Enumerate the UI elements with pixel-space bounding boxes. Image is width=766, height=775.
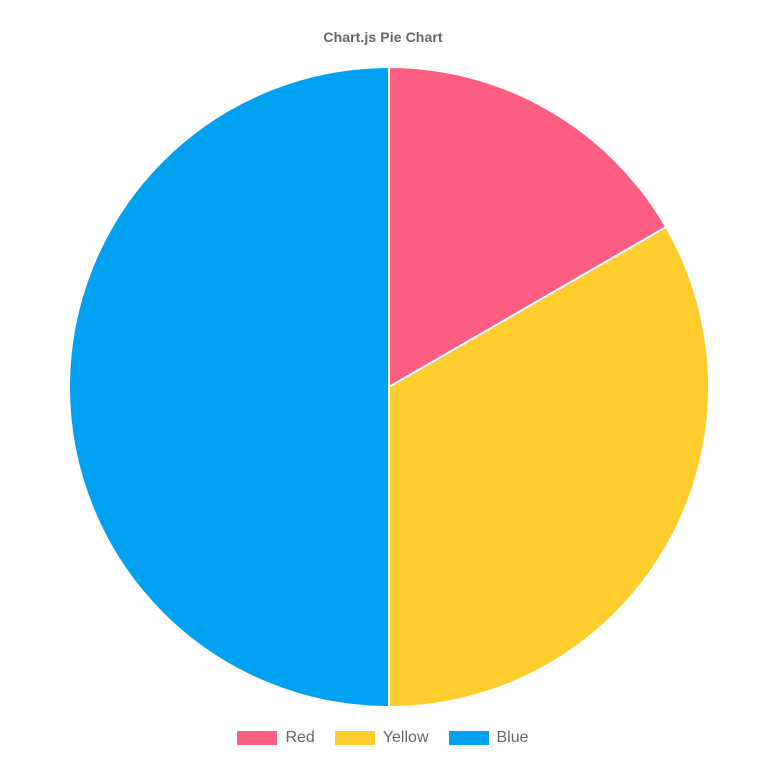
legend-item-blue[interactable]: Blue [448,729,529,747]
legend-item-yellow[interactable]: Yellow [334,729,429,747]
pie-slice-group [68,66,710,708]
chart-title: Chart.js Pie Chart [323,29,443,45]
chart-legend: Red Yellow Blue [0,722,766,754]
legend-label-red: Red [285,729,315,746]
pie-slice-yellow[interactable] [388,226,710,708]
pie-svg [68,66,710,708]
legend-swatch-red [237,731,278,745]
pie-canvas[interactable] [0,0,766,715]
legend-swatch-blue [448,731,489,745]
legend-item-red[interactable]: Red [237,729,315,747]
legend-label-blue: Blue [496,729,529,746]
pie-slice-blue[interactable] [68,66,390,708]
legend-label-yellow: Yellow [382,729,429,746]
legend-swatch-yellow [334,731,375,745]
pie-slice-red[interactable] [388,66,668,388]
